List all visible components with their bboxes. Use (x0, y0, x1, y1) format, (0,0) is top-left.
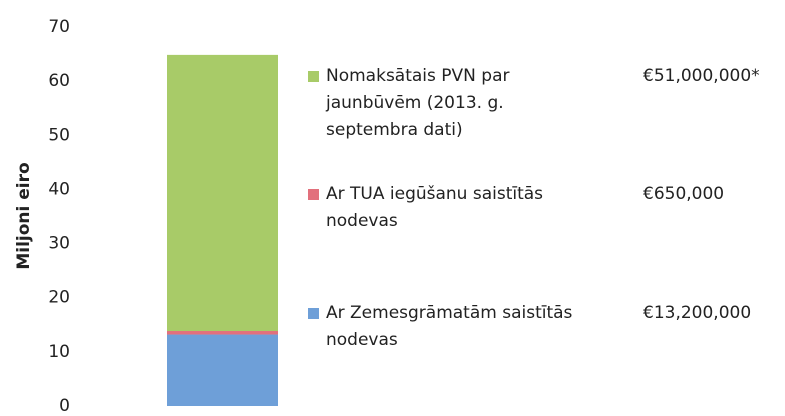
y-axis-label: Miljoni eiro (14, 162, 34, 269)
legend-label: Nomaksātais PVN par jaunbūvēm (2013. g. … (326, 66, 510, 140)
value-label: €13,200,000 (643, 303, 752, 323)
legend-swatch (308, 71, 319, 82)
y-tick-label: 20 (48, 288, 70, 308)
bar-segment (167, 331, 278, 335)
y-tick-label: 50 (48, 125, 70, 145)
legend-label: Ar Zemesgrāmatām saistītās nodevas (326, 303, 573, 350)
y-tick-label: 40 (48, 179, 70, 199)
bar-segment (167, 54, 278, 332)
legend-swatch (308, 189, 319, 200)
y-tick-label: 10 (48, 342, 70, 362)
y-tick-label: 60 (48, 71, 70, 91)
y-tick-label: 0 (59, 396, 70, 416)
legend-label: Ar TUA iegūšanu saistītās nodevas (326, 184, 544, 231)
y-tick-label: 30 (48, 234, 70, 254)
value-label: €650,000 (643, 184, 725, 204)
legend-swatch (308, 308, 319, 319)
bar-segment (167, 334, 278, 406)
value-label: €51,000,000* (643, 66, 760, 86)
y-tick-label: 70 (48, 17, 70, 37)
